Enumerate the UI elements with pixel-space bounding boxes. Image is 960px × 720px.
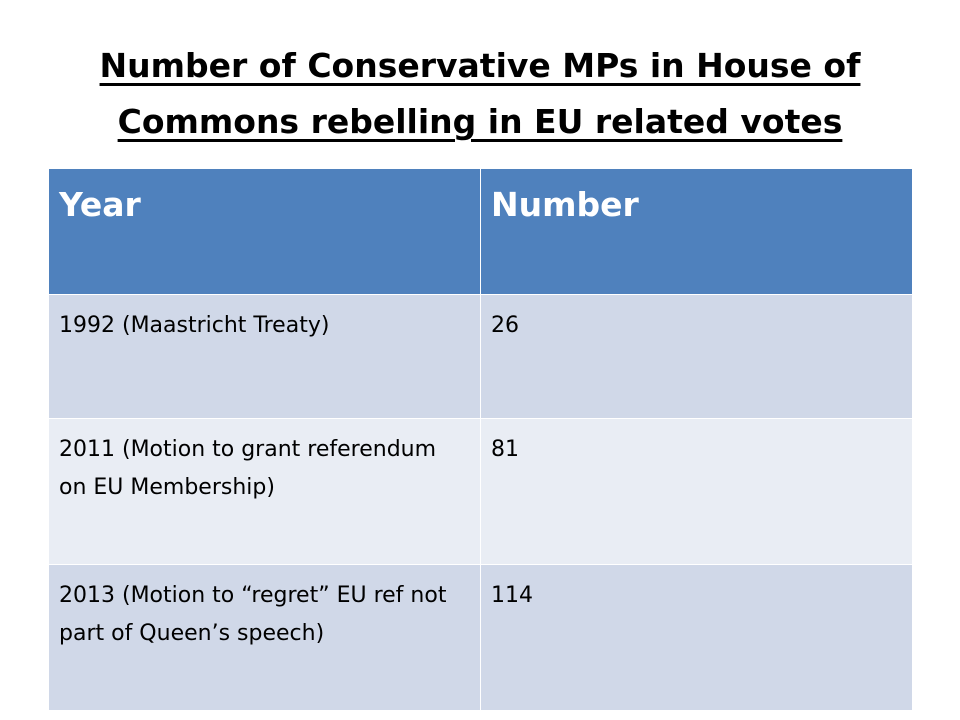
table-row: 1992 (Maastricht Treaty) 26 — [48, 294, 913, 419]
rebellions-table: Year Number 1992 (Maastricht Treaty) 26 … — [48, 168, 913, 711]
cell-number: 81 — [480, 418, 913, 565]
table-header-row: Year Number — [48, 168, 913, 295]
header-number: Number — [480, 168, 913, 295]
slide-title-line-1: Number of Conservative MPs in House of — [99, 46, 861, 85]
slide-title-line-2: Commons rebelling in EU related votes — [117, 102, 843, 141]
cell-number: 114 — [480, 564, 913, 711]
cell-year: 1992 (Maastricht Treaty) — [48, 294, 481, 419]
cell-year: 2011 (Motion to grant referendum on EU M… — [48, 418, 481, 565]
slide-title: Number of Conservative MPs in House of C… — [48, 38, 912, 150]
cell-year: 2013 (Motion to “regret” EU ref not part… — [48, 564, 481, 711]
table-row: 2013 (Motion to “regret” EU ref not part… — [48, 564, 913, 711]
cell-number: 26 — [480, 294, 913, 419]
table-row: 2011 (Motion to grant referendum on EU M… — [48, 418, 913, 565]
header-year: Year — [48, 168, 481, 295]
